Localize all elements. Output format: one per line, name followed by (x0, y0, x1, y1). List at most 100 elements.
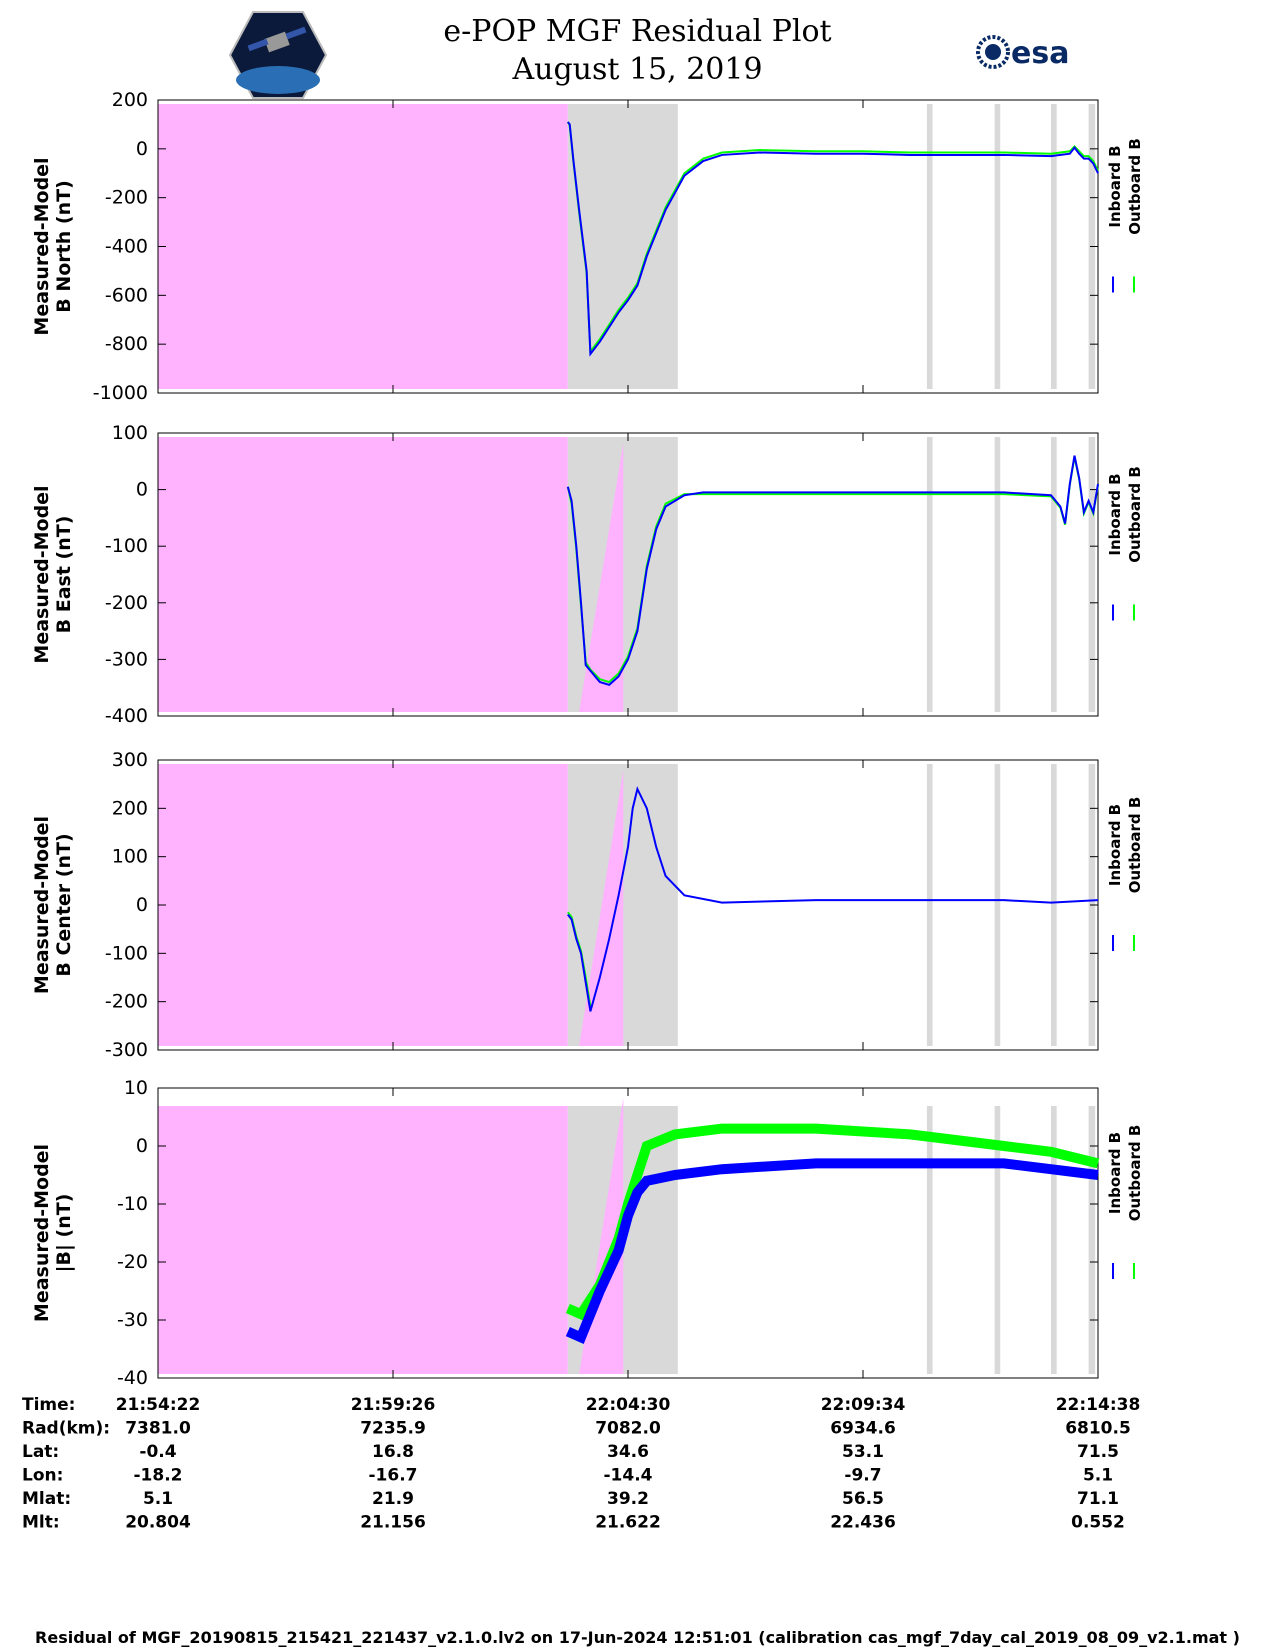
panel-4: 10 0 -10 -20 -30 -40 Measured-Model |B| (nT) Inb… (31, 1077, 1144, 1389)
ephemeris-value: -18.2 (134, 1466, 183, 1486)
y-tick-label: 300 (112, 749, 148, 771)
y-tick-label: 0 (136, 1135, 148, 1157)
bad-data-wedge (579, 770, 624, 1046)
y-tick-label: -1000 (93, 382, 148, 404)
ephemeris-value: 21.622 (595, 1513, 661, 1533)
y-axis-label: B Center (nT) (53, 833, 75, 976)
flag-band (1051, 764, 1057, 1046)
ephemeris-value: -9.7 (844, 1466, 881, 1486)
legend-outboard: Outboard B (1126, 466, 1144, 563)
y-tick-label: -200 (105, 592, 148, 614)
bad-data-wedge (579, 443, 624, 712)
y-tick-label: -800 (105, 333, 148, 355)
ephemeris-value: 21.9 (372, 1489, 414, 1509)
ephemeris-row-label: Lon: (22, 1466, 63, 1486)
y-tick-label: 100 (112, 846, 148, 868)
ephemeris-value: 22:09:34 (821, 1395, 906, 1415)
y-axis-label: B East (nT) (53, 516, 75, 634)
y-tick-label: -30 (117, 1309, 148, 1331)
legend-inboard: Inboard B (1106, 473, 1124, 555)
ephemeris-value: 7381.0 (125, 1419, 191, 1439)
ephemeris-value: 34.6 (607, 1442, 649, 1462)
ephemeris-value: 21:54:22 (116, 1395, 201, 1415)
ephemeris-value: 7082.0 (595, 1419, 661, 1439)
y-axis-label: Measured-Model (31, 816, 53, 994)
ephemeris-value: 21:59:26 (351, 1395, 436, 1415)
ephemeris-value: 6934.6 (830, 1419, 896, 1439)
inboard-series-line (567, 121, 1099, 357)
y-tick-label: 0 (136, 138, 148, 160)
y-tick-label: -40 (117, 1367, 148, 1389)
flag-band (994, 764, 1001, 1046)
y-tick-label: -20 (117, 1251, 148, 1273)
ephemeris-value: -0.4 (139, 1442, 176, 1462)
bad-data-region (158, 104, 568, 389)
panel-1: 200 0 -200 -400 -600 -800 -1000 Measured-Model B… (31, 89, 1144, 404)
y-tick-label: -300 (105, 1039, 148, 1061)
flag-band (567, 104, 678, 389)
y-tick-label: -400 (105, 236, 148, 258)
y-tick-label: 10 (124, 1077, 148, 1099)
ephemeris-value: 56.5 (842, 1489, 884, 1509)
ephemeris-row-label: Mlt: (22, 1513, 60, 1533)
satellite-mission-logo (228, 11, 328, 99)
y-tick-label: 100 (112, 422, 148, 444)
y-axis-label: Measured-Model (31, 1144, 53, 1322)
y-tick-label: -200 (105, 991, 148, 1013)
y-axis-label: B North (nT) (53, 180, 75, 313)
y-tick-label: -10 (117, 1193, 148, 1215)
legend-inboard: Inboard B (1106, 804, 1124, 886)
y-tick-label: -100 (105, 535, 148, 557)
y-axis-label: Measured-Model (31, 157, 53, 335)
flag-band (1088, 1106, 1096, 1374)
legend-outboard: Outboard B (1126, 138, 1144, 235)
legend-inboard: Inboard B (1106, 1132, 1124, 1214)
ephemeris-value: 22.436 (830, 1513, 896, 1533)
y-axis-label: Measured-Model (31, 485, 53, 663)
footer-caption: Residual of MGF_20190815_215421_221437_v… (35, 1628, 1240, 1647)
ephemeris-value: 0.552 (1071, 1513, 1125, 1533)
bad-data-region (158, 764, 568, 1046)
panel-2: 100 0 -100 -200 -300 -400 Measured-Model B East… (31, 422, 1144, 727)
y-axis-label: |B| (nT) (53, 1194, 75, 1273)
ephemeris-value: 22:14:38 (1056, 1395, 1141, 1415)
flag-band (926, 437, 933, 712)
bad-data-region (158, 1106, 568, 1374)
ephemeris-value: 71.5 (1077, 1442, 1119, 1462)
y-tick-label: -200 (105, 187, 148, 209)
flag-band (1051, 104, 1057, 389)
bad-data-region (158, 437, 568, 712)
flag-band (926, 1106, 933, 1374)
ephemeris-value: 7235.9 (360, 1419, 426, 1439)
y-tick-label: 0 (136, 894, 148, 916)
y-tick-label: 200 (112, 89, 148, 111)
flag-band (1088, 437, 1096, 712)
y-tick-label: 0 (136, 479, 148, 501)
y-tick-label: -600 (105, 284, 148, 306)
flag-band (926, 764, 933, 1046)
ephemeris-value: 5.1 (143, 1489, 173, 1509)
flag-band (926, 104, 933, 389)
ephemeris-value: 22:04:30 (586, 1395, 671, 1415)
legend-outboard: Outboard B (1126, 797, 1144, 894)
ephemeris-value: 16.8 (372, 1442, 414, 1462)
ephemeris-value: 6810.5 (1065, 1419, 1131, 1439)
inboard-series-line (567, 786, 1099, 1012)
ephemeris-row-label: Rad(km): (22, 1419, 110, 1439)
ephemeris-value: 21.156 (360, 1513, 426, 1533)
ephemeris-value: 20.804 (125, 1513, 191, 1533)
y-tick-label: 200 (112, 797, 148, 819)
panel-3: 300 200 100 0 -100 -200 -300 Measured-Model B Ce… (31, 749, 1144, 1061)
inboard-series-line (566, 455, 1099, 686)
legend-outboard: Outboard B (1126, 1125, 1144, 1222)
bad-data-wedge (579, 1098, 624, 1374)
page-subtitle-date: August 15, 2019 (512, 52, 763, 87)
y-tick-label: -100 (105, 942, 148, 964)
ephemeris-value: 39.2 (607, 1489, 649, 1509)
y-tick-label: -400 (105, 705, 148, 727)
flag-band (994, 104, 1001, 389)
page-title: e-POP MGF Residual Plot (443, 14, 832, 49)
y-tick-label: -300 (105, 648, 148, 670)
ephemeris-value: -14.4 (604, 1466, 653, 1486)
